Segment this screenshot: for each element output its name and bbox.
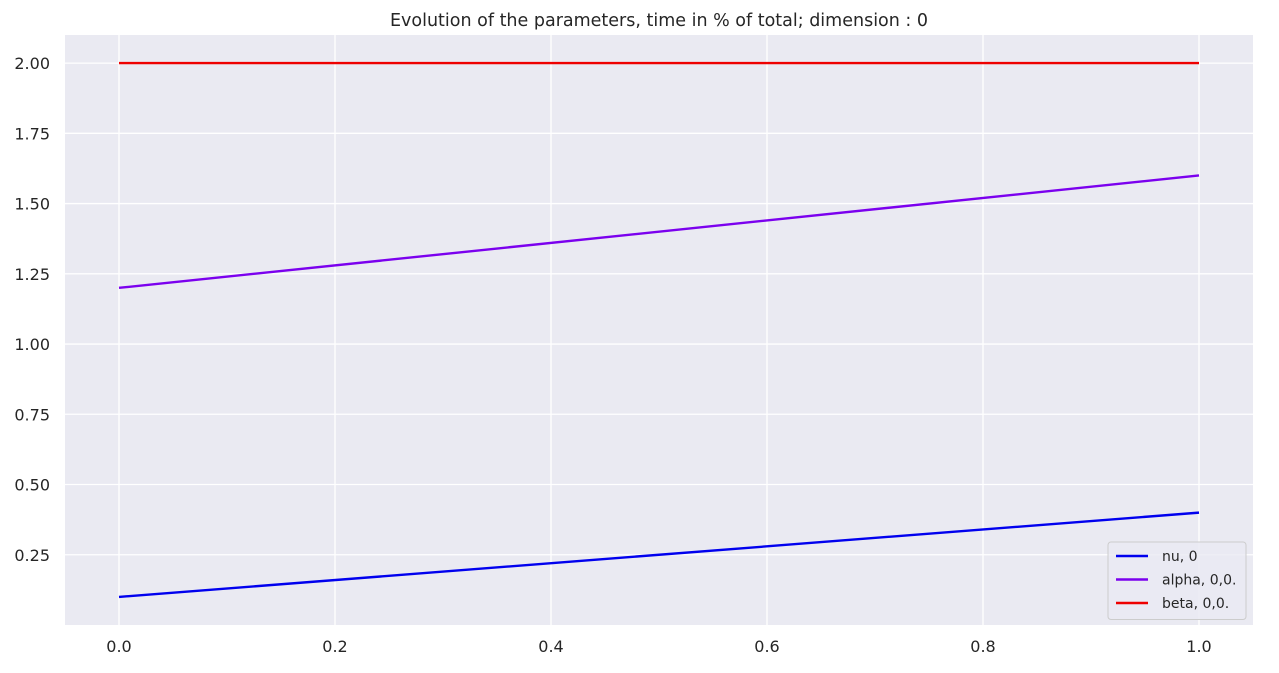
legend-box xyxy=(1107,541,1247,620)
y-tick-label: 2.00 xyxy=(14,54,50,73)
series-line-0 xyxy=(118,511,1200,599)
y-tick-label: 1.75 xyxy=(14,124,50,143)
plot-area xyxy=(65,35,1253,625)
x-tick-label: 0.0 xyxy=(106,637,131,656)
y-tick-label: 1.00 xyxy=(14,335,50,354)
y-axis: 0.25 0.50 0.75 1.00 1.25 1.50 1.75 2.00 xyxy=(14,54,50,565)
legend-label: alpha, 0,0. xyxy=(1162,573,1236,589)
y-tick-label: 0.50 xyxy=(14,476,50,495)
grid xyxy=(65,35,1253,625)
y-tick-label: 0.75 xyxy=(14,405,50,424)
x-tick-label: 0.2 xyxy=(322,637,347,656)
x-tick-label: 0.4 xyxy=(538,637,563,656)
y-tick-label: 0.25 xyxy=(14,546,50,565)
chart-title: Evolution of the parameters, time in % o… xyxy=(390,11,928,31)
y-tick-label: 1.50 xyxy=(14,195,50,214)
series-line-1 xyxy=(118,174,1200,290)
x-tick-label: 0.6 xyxy=(754,637,779,656)
legend-label: nu, 0 xyxy=(1162,549,1198,565)
x-tick-label: 1.0 xyxy=(1186,637,1211,656)
x-axis: 0.0 0.2 0.4 0.6 0.8 1.0 xyxy=(106,637,1211,656)
legend: nu, 0 alpha, 0,0. beta, 0,0. xyxy=(1107,541,1247,620)
x-tick-label: 0.8 xyxy=(970,637,995,656)
series-layer xyxy=(118,61,1200,599)
y-tick-label: 1.25 xyxy=(14,265,50,284)
legend-label: beta, 0,0. xyxy=(1162,596,1229,612)
